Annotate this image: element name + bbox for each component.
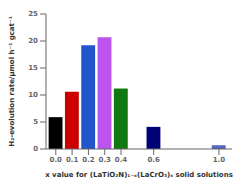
svg-text:1.0: 1.0 [213, 156, 226, 164]
svg-text:10: 10 [28, 91, 38, 99]
svg-text:15: 15 [28, 64, 38, 72]
svg-text:5: 5 [33, 118, 38, 126]
svg-text:0.6: 0.6 [147, 156, 160, 164]
svg-text:25: 25 [28, 10, 38, 18]
svg-text:0.4: 0.4 [115, 156, 128, 164]
svg-text:x value for (LaTiO₂N)₁₋ₓ(LaCrO: x value for (LaTiO₂N)₁₋ₓ(LaCrO₃)ₓ solid … [45, 171, 233, 179]
svg-text:0.1: 0.1 [66, 156, 79, 164]
svg-text:0.2: 0.2 [82, 156, 95, 164]
svg-text:20: 20 [28, 37, 38, 45]
svg-text:0.0: 0.0 [50, 156, 63, 164]
svg-text:H₂-evolution rate/μmol h⁻¹ gca: H₂-evolution rate/μmol h⁻¹ gcat⁻¹ [8, 16, 16, 146]
svg-text:0.3: 0.3 [99, 156, 112, 164]
svg-text:0: 0 [33, 145, 38, 153]
